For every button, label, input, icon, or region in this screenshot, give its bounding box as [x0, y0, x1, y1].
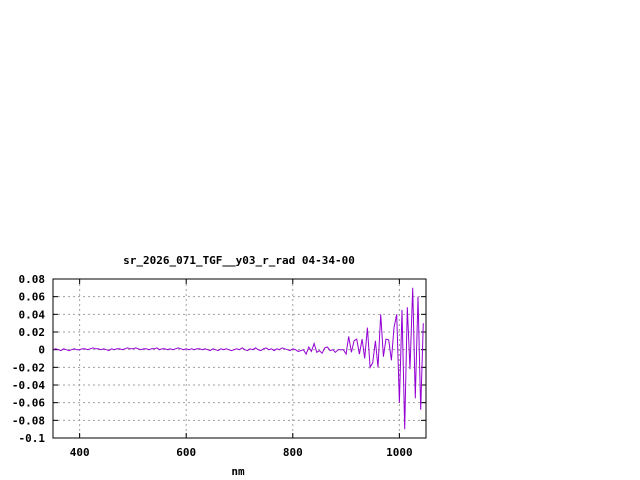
chart-title: sr_2026_071_TGF__y03_r_rad 04-34-00 [123, 254, 355, 267]
x-axis-label: nm [231, 465, 245, 478]
y-tick-label: 0 [38, 344, 45, 357]
y-tick-label: -0.02 [12, 361, 45, 374]
x-tick-label: 600 [176, 446, 196, 459]
y-tick-label: 0.06 [19, 291, 46, 304]
y-tick-label: 0.04 [19, 308, 46, 321]
plot-frame [52, 278, 427, 439]
y-tick-label: -0.08 [12, 414, 45, 427]
y-tick-label: 0.08 [19, 273, 46, 286]
grid [53, 279, 426, 438]
x-tick-label: 400 [70, 446, 90, 459]
y-tick-label: -0.04 [12, 379, 45, 392]
y-tick-label: -0.1 [19, 432, 46, 445]
series-line [52, 287, 424, 430]
y-tick-label: -0.06 [12, 397, 45, 410]
ticks: 0.08 0.06 0.04 0.02 0 -0.02 -0.04 -0.06 -0.08 -0.… [12, 273, 426, 459]
x-tick-label: 800 [283, 446, 303, 459]
y-tick-label: 0.02 [19, 326, 46, 339]
x-tick-label: 1000 [386, 446, 413, 459]
